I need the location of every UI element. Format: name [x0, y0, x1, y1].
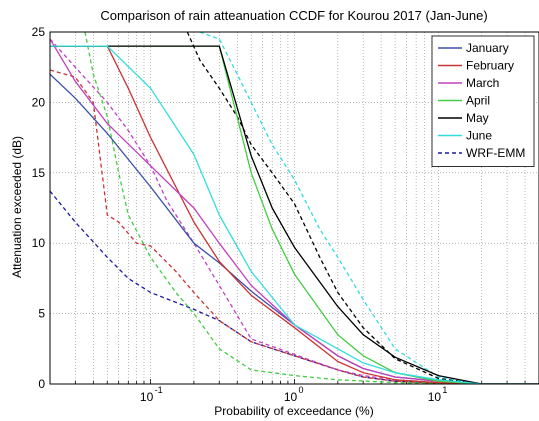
legend-label: WRF-EMM: [466, 146, 525, 160]
series-line: [50, 45, 539, 384]
series-line: [50, 45, 539, 384]
y-tick-label: 10: [32, 236, 46, 250]
series-line: [186, 32, 539, 384]
y-tick-label: 25: [32, 25, 46, 39]
legend-label: March: [466, 76, 499, 90]
legend-label: January: [466, 41, 509, 55]
x-tick-label: 10: [284, 390, 298, 404]
legend-label: June: [466, 129, 492, 143]
series-line: [50, 38, 539, 384]
series-line: [84, 32, 539, 384]
legend: January February March April May June WRF-EMM: [431, 35, 535, 167]
x-tick-label: 10: [428, 390, 442, 404]
series-line: [50, 45, 539, 384]
x-tick-exponent: -1: [155, 385, 163, 395]
y-tick-label: 0: [38, 377, 45, 391]
x-axis-label: Probability of exceedance (%): [214, 404, 373, 418]
chart-title: Comparison of rain atteanuation CCDF for…: [100, 8, 487, 23]
legend-label: April: [466, 94, 490, 108]
x-tick-exponent: 0: [299, 385, 304, 395]
plot-frame: [49, 31, 539, 385]
series-layer: [50, 32, 539, 384]
legend-label: February: [466, 59, 514, 73]
x-tick-label: 10: [140, 390, 154, 404]
y-axis-label: Attenuation exceeded (dB): [10, 136, 24, 278]
series-line: [50, 69, 539, 384]
y-tick-label: 5: [38, 307, 45, 321]
legend-label: May: [466, 111, 489, 125]
y-tick-label: 20: [32, 95, 46, 109]
y-tick-label: 15: [32, 166, 46, 180]
series-line: [50, 45, 539, 384]
series-line: [199, 32, 539, 384]
x-tick-exponent: 1: [442, 385, 447, 395]
